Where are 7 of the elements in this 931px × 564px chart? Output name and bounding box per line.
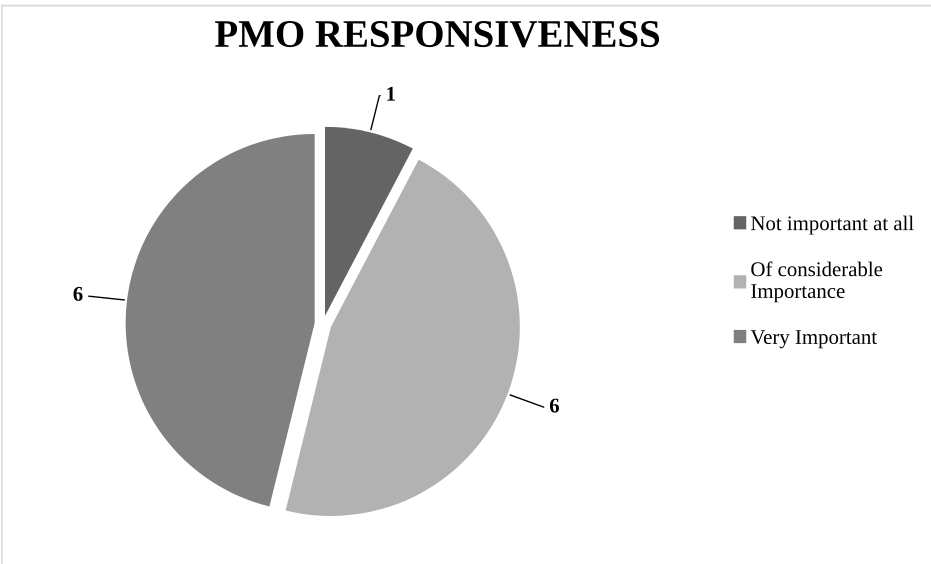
data-label: 6 (74, 286, 83, 301)
legend-label: Of considerable Importance (751, 261, 882, 302)
data-label: 1 (387, 86, 395, 101)
data-label: 6 (550, 398, 560, 413)
legend-label: Not important at all (751, 216, 914, 235)
legend-label: Very Important (750, 330, 877, 348)
chart-title: PMO RESPONSIVENESS (215, 20, 660, 48)
